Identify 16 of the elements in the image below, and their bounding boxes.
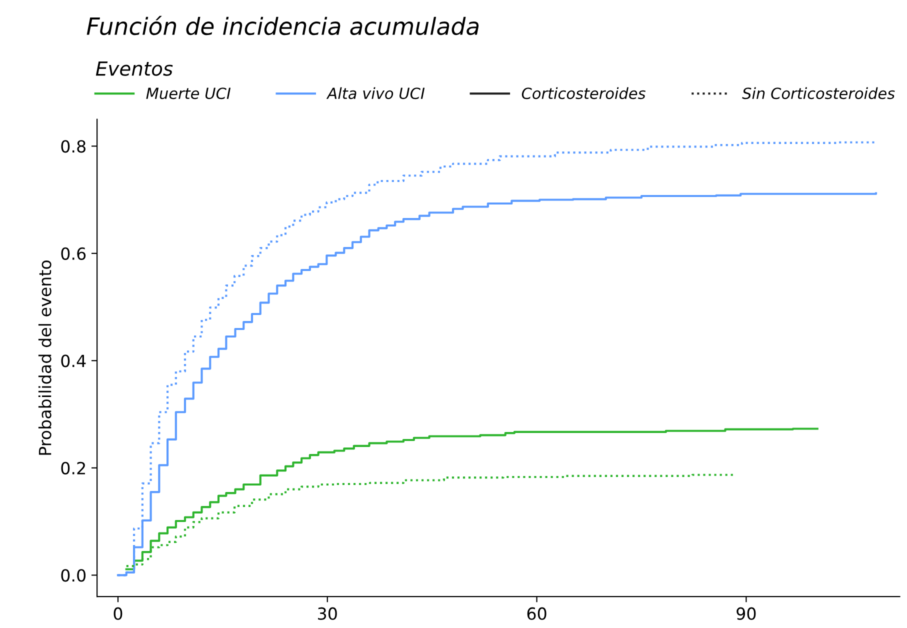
y-tick-label: 0.2	[61, 462, 85, 474]
chart-title: Función de incidencia acumulada	[86, 16, 479, 36]
y-axis-title: Probabilidad del evento	[38, 260, 52, 455]
legend-label: Alta vivo UCI	[326, 87, 425, 100]
y-tick-label: 0.8	[61, 140, 86, 153]
y-tick-label: 0.4	[61, 354, 86, 368]
y-tick-label: 0.0	[61, 569, 86, 582]
legend-label: Muerte UCI	[146, 88, 231, 100]
text: Sin Corticosteroides	[742, 87, 895, 100]
y-tick-label: 0.6	[61, 247, 86, 260]
x-tick-label: 60	[527, 607, 546, 620]
x-tick-label: 0	[114, 607, 122, 620]
text: Corticosteroides	[522, 87, 646, 100]
x-tick-label: 90	[736, 607, 756, 620]
x-tick-label: 30	[318, 607, 337, 620]
legend-title: Eventos	[96, 61, 173, 76]
